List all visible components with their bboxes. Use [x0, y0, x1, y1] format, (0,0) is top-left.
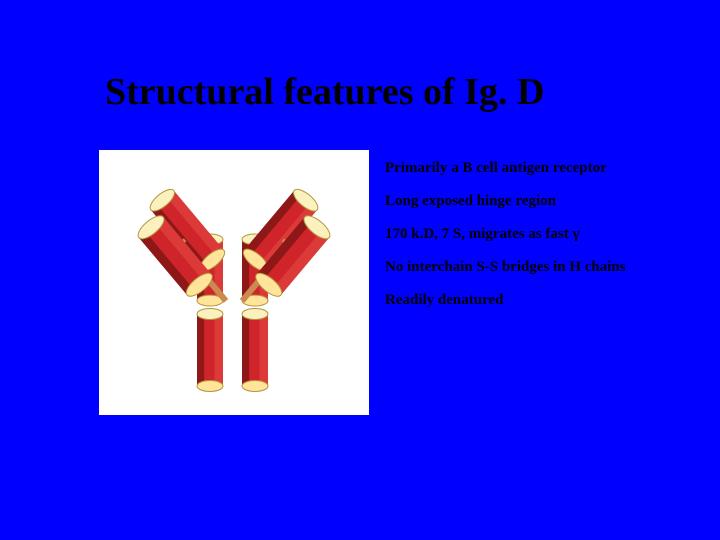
igd-diagram — [99, 150, 369, 415]
page-title: Structural features of Ig. D — [105, 70, 544, 114]
feature-item: Primarily a B cell antigen receptor — [385, 160, 626, 177]
feature-list: Primarily a B cell antigen receptor Long … — [385, 160, 626, 325]
feature-item: Long exposed hinge region — [385, 193, 626, 210]
feature-item: Readily denatured — [385, 292, 626, 309]
feature-item: No interchain S-S bridges in H chains — [385, 259, 626, 276]
feature-item: 170 k.D, 7 S, migrates as fast γ — [385, 226, 626, 243]
